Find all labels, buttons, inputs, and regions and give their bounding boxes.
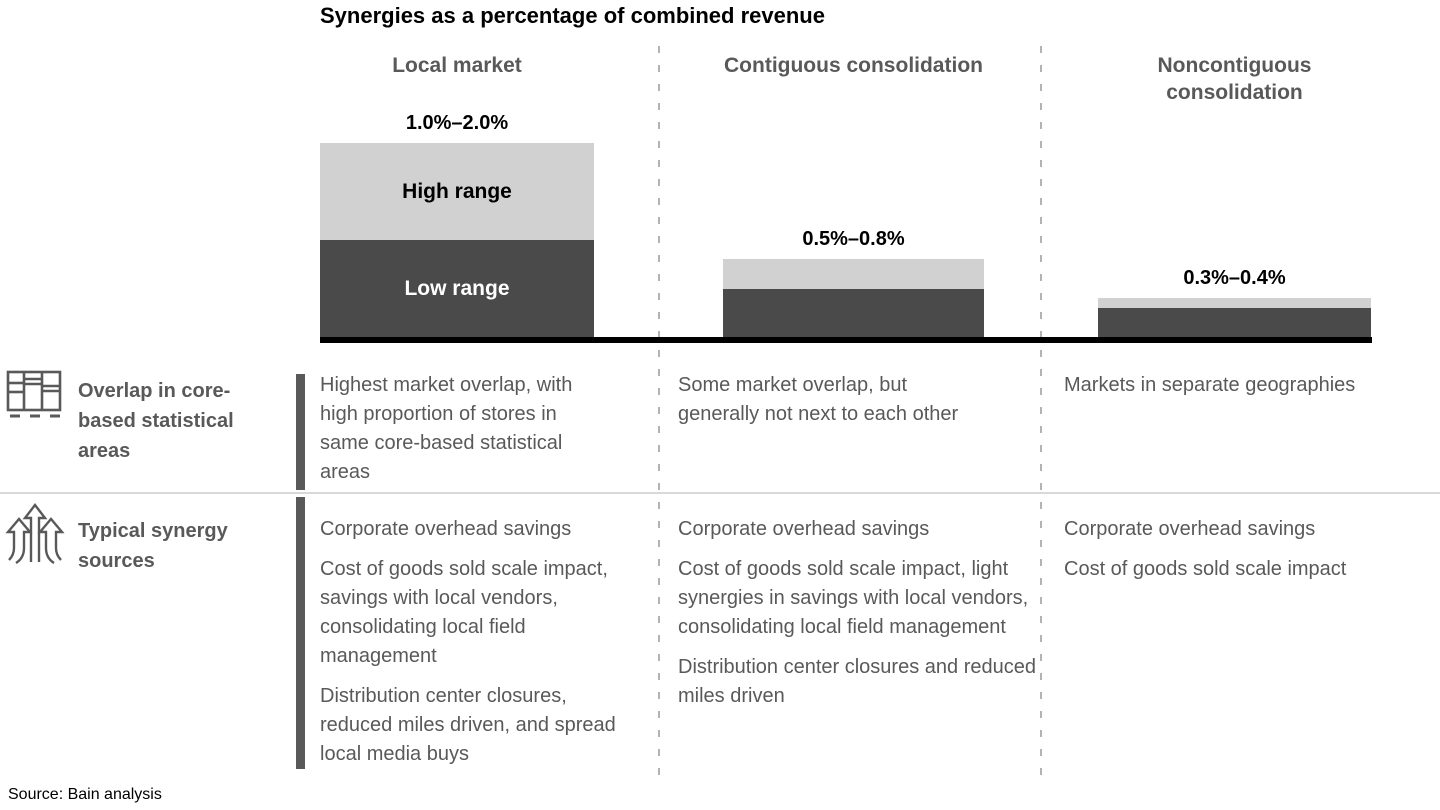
chart-title: Synergies as a percentage of combined re… xyxy=(320,3,825,28)
cell-synergy-contiguous: Corporate overhead savings Cost of goods… xyxy=(678,518,1036,707)
row-label-overlap-core-based: Overlap in core-based statistical areas xyxy=(78,380,234,462)
column-header-contiguous-consolidation: Contiguous consolidation xyxy=(724,54,983,77)
bar-range-label: 0.5%–0.8% xyxy=(802,228,905,251)
low-range-legend-label: Low range xyxy=(404,276,510,300)
row-accent-bar xyxy=(296,374,305,490)
bar-segment-low-range: Low range xyxy=(320,240,594,337)
bar-segment-high-range xyxy=(1098,298,1371,308)
row-label-typical-synergy-sources: Typical synergy sources xyxy=(78,520,228,572)
row-accent-bar xyxy=(296,497,305,769)
axis-baseline xyxy=(320,337,1372,343)
cell-overlap-contiguous: Some market overlap, but generally not n… xyxy=(678,374,959,425)
growth-arrows-icon xyxy=(5,500,65,564)
column-divider-dashed xyxy=(1040,46,1042,780)
column-header-noncontiguous-consolidation: Noncontiguous consolidation xyxy=(1157,54,1312,104)
high-range-legend-label: High range xyxy=(402,179,512,203)
bar-range-label: 0.3%–0.4% xyxy=(1183,267,1286,290)
store-shelf-grid-icon xyxy=(6,370,64,420)
cell-overlap-local-market: Highest market overlap, with high propor… xyxy=(320,374,573,483)
bar-segment-high-range xyxy=(723,259,984,289)
cell-overlap-noncontiguous: Markets in separate geographies xyxy=(1064,374,1356,396)
bar-contiguous-consolidation: 0.5%–0.8% xyxy=(723,228,984,337)
bar-range-label: 1.0%–2.0% xyxy=(405,112,509,134)
cell-synergy-local-market: Corporate overhead savings Cost of goods… xyxy=(320,518,616,765)
bar-segment-high-range: High range xyxy=(320,143,594,240)
column-header-local-market: Local market xyxy=(392,54,522,77)
cell-synergy-noncontiguous: Corporate overhead savings Cost of goods… xyxy=(1064,518,1347,580)
bar-noncontiguous-consolidation: 0.3%–0.4% xyxy=(1098,267,1371,337)
row-separator-line xyxy=(0,492,1440,494)
source-note: Source: Bain analysis xyxy=(8,786,162,803)
bar-segment-low-range xyxy=(723,288,984,337)
column-divider-dashed xyxy=(658,46,660,780)
bar-local-market: 1.0%–2.0% High range Low range xyxy=(320,112,594,337)
bar-segment-low-range xyxy=(1098,307,1371,337)
